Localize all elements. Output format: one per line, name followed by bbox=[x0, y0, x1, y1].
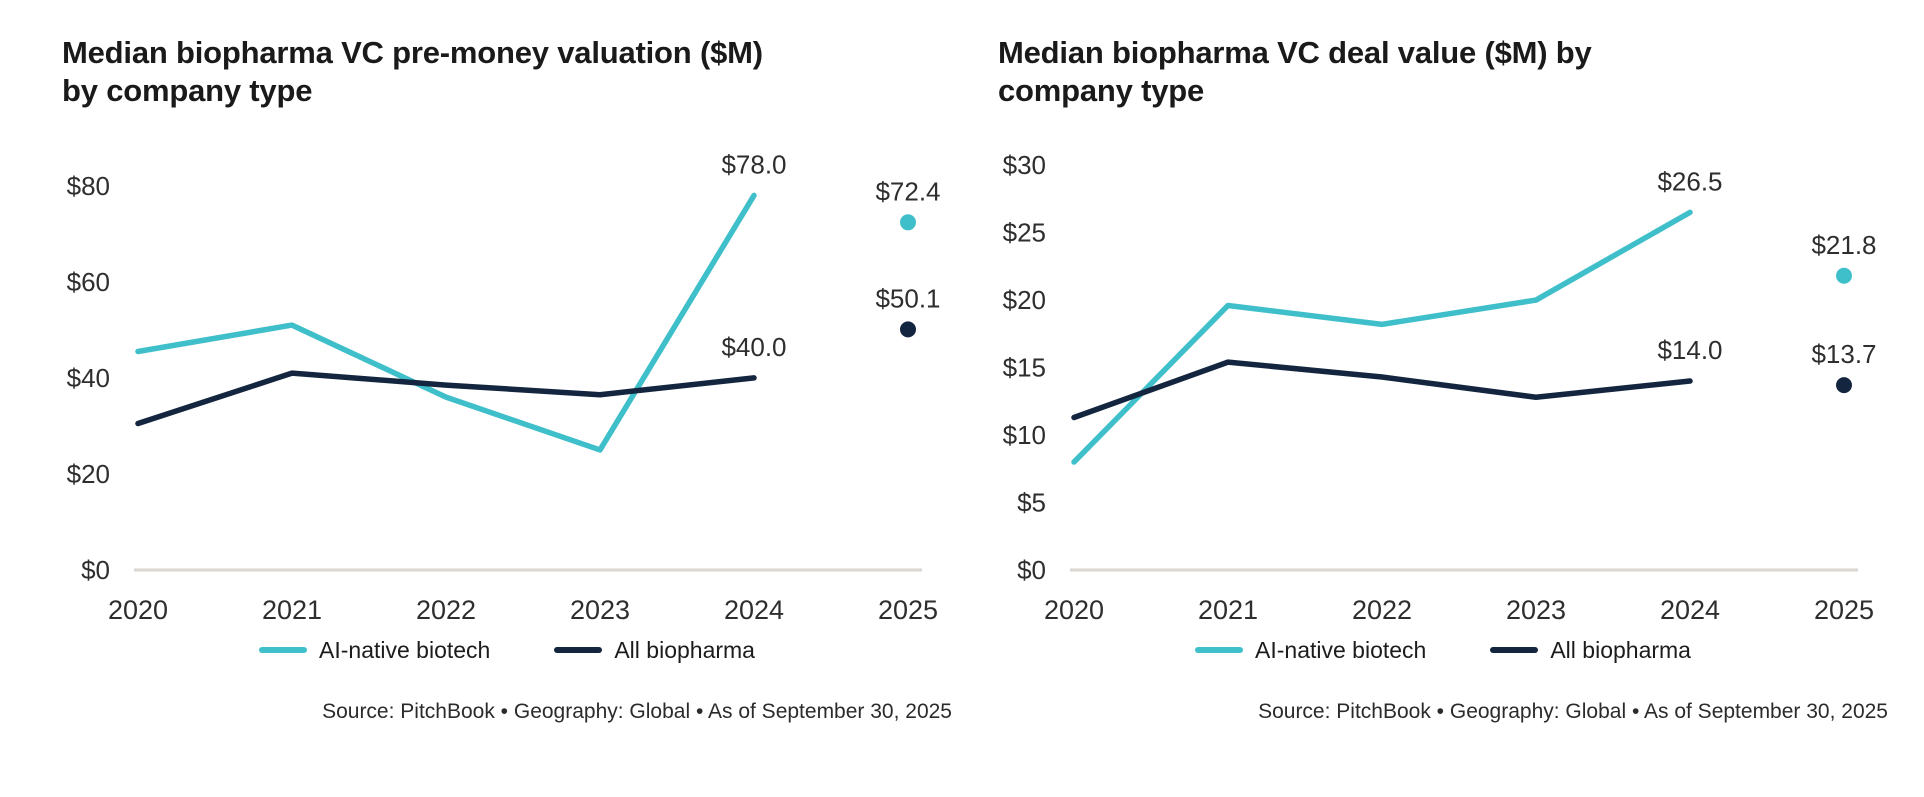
y-tick-label: $20 bbox=[67, 459, 110, 489]
legend-item-all-biopharma: All biopharma bbox=[1490, 637, 1691, 664]
chart-legend: AI-native biotech All biopharma bbox=[998, 637, 1888, 664]
legend-line-swatch-navy bbox=[554, 647, 603, 654]
x-tick-label: 2022 bbox=[416, 595, 476, 625]
source-note: Source: PitchBook • Geography: Global • … bbox=[1258, 699, 1888, 723]
chart-title-line2: company type bbox=[998, 73, 1205, 109]
x-tick-label: 2023 bbox=[570, 595, 630, 625]
series-line-ai-native-biotech bbox=[1071, 209, 1693, 465]
chart-card-deal-value: Median biopharma VC deal value ($M) by c… bbox=[962, 0, 1924, 797]
x-tick-label: 2020 bbox=[108, 595, 168, 625]
y-tick-label: $15 bbox=[1003, 352, 1046, 382]
legend-line-swatch-teal bbox=[259, 647, 308, 654]
line-chart-deal-value: $0 $5 $10 $15 $20 $25 $30 2020 2021 2022 2023 2024 2… bbox=[1003, 150, 1877, 625]
y-tick-label: $0 bbox=[81, 555, 110, 585]
y-tick-label: $25 bbox=[1003, 217, 1046, 247]
value-label-all-biopharma-2025: $13.7 bbox=[1811, 339, 1876, 369]
legend-line-swatch-navy bbox=[1490, 647, 1539, 654]
value-label-ai-native-biotech-2025: $72.4 bbox=[875, 176, 940, 206]
value-label-all-biopharma-2024: $14.0 bbox=[1657, 335, 1722, 365]
y-tick-label: $0 bbox=[1017, 555, 1046, 585]
value-label-ai-native-biotech-2024: $78.0 bbox=[721, 149, 786, 179]
legend-item-ai-native-biotech: AI-native biotech bbox=[259, 637, 490, 664]
chart-legend: AI-native biotech All biopharma bbox=[62, 637, 952, 664]
chart-title-line1: Median biopharma VC deal value ($M) by bbox=[998, 35, 1592, 70]
x-tick-label: 2022 bbox=[1352, 595, 1412, 625]
y-tick-label: $10 bbox=[1003, 420, 1046, 450]
x-tick-label: 2024 bbox=[1660, 595, 1720, 625]
y-tick-label: $5 bbox=[1017, 487, 1046, 517]
legend-line-swatch-teal bbox=[1195, 647, 1244, 654]
chart-title-deal-value: Median biopharma VC deal value ($M) by c… bbox=[998, 34, 1888, 111]
data-point-ai-native-biotech-2025 bbox=[900, 214, 916, 231]
chart-card-premoney-valuation: Median biopharma VC pre-money valuation … bbox=[62, 34, 952, 723]
series-line-all-biopharma bbox=[1071, 359, 1693, 421]
line-chart-premoney-valuation: $0 $20 $40 $60 $80 2020 2021 2022 2023 2024 2025 $7… bbox=[67, 149, 941, 625]
value-label-all-biopharma-2025: $50.1 bbox=[875, 283, 940, 313]
x-tick-label: 2023 bbox=[1506, 595, 1566, 625]
value-label-ai-native-biotech-2025: $21.8 bbox=[1811, 230, 1876, 260]
source-note: Source: PitchBook • Geography: Global • … bbox=[322, 699, 952, 723]
x-tick-label: 2025 bbox=[1814, 595, 1874, 625]
y-tick-label: $40 bbox=[67, 363, 110, 393]
x-tick-label: 2021 bbox=[1198, 595, 1258, 625]
chart-title-line2: by company type bbox=[62, 73, 313, 109]
x-tick-label: 2025 bbox=[878, 595, 938, 625]
value-label-ai-native-biotech-2024: $26.5 bbox=[1657, 166, 1722, 196]
chart-title-line1: Median biopharma VC pre-money valuation … bbox=[62, 35, 763, 70]
x-tick-label: 2020 bbox=[1044, 595, 1104, 625]
legend-item-all-biopharma: All biopharma bbox=[554, 637, 755, 664]
y-tick-label: $80 bbox=[67, 171, 110, 201]
data-point-all-biopharma-2025 bbox=[900, 321, 916, 338]
series-line-ai-native-biotech bbox=[135, 192, 757, 453]
x-tick-label: 2021 bbox=[262, 595, 322, 625]
x-tick-label: 2024 bbox=[724, 595, 784, 625]
value-label-all-biopharma-2024: $40.0 bbox=[721, 332, 786, 362]
series-line-all-biopharma bbox=[135, 370, 757, 427]
data-point-all-biopharma-2025 bbox=[1836, 376, 1852, 393]
data-point-ai-native-biotech-2025 bbox=[1836, 267, 1852, 284]
y-tick-label: $30 bbox=[1003, 150, 1046, 180]
legend-label: All biopharma bbox=[614, 636, 755, 663]
chart-title-premoney-valuation: Median biopharma VC pre-money valuation … bbox=[62, 34, 952, 111]
legend-item-ai-native-biotech: AI-native biotech bbox=[1195, 637, 1426, 664]
legend-label: All biopharma bbox=[1550, 636, 1691, 663]
legend-label: AI-native biotech bbox=[1255, 636, 1427, 663]
y-tick-label: $20 bbox=[1003, 285, 1046, 315]
y-tick-label: $60 bbox=[67, 267, 110, 297]
legend-label: AI-native biotech bbox=[319, 636, 491, 663]
